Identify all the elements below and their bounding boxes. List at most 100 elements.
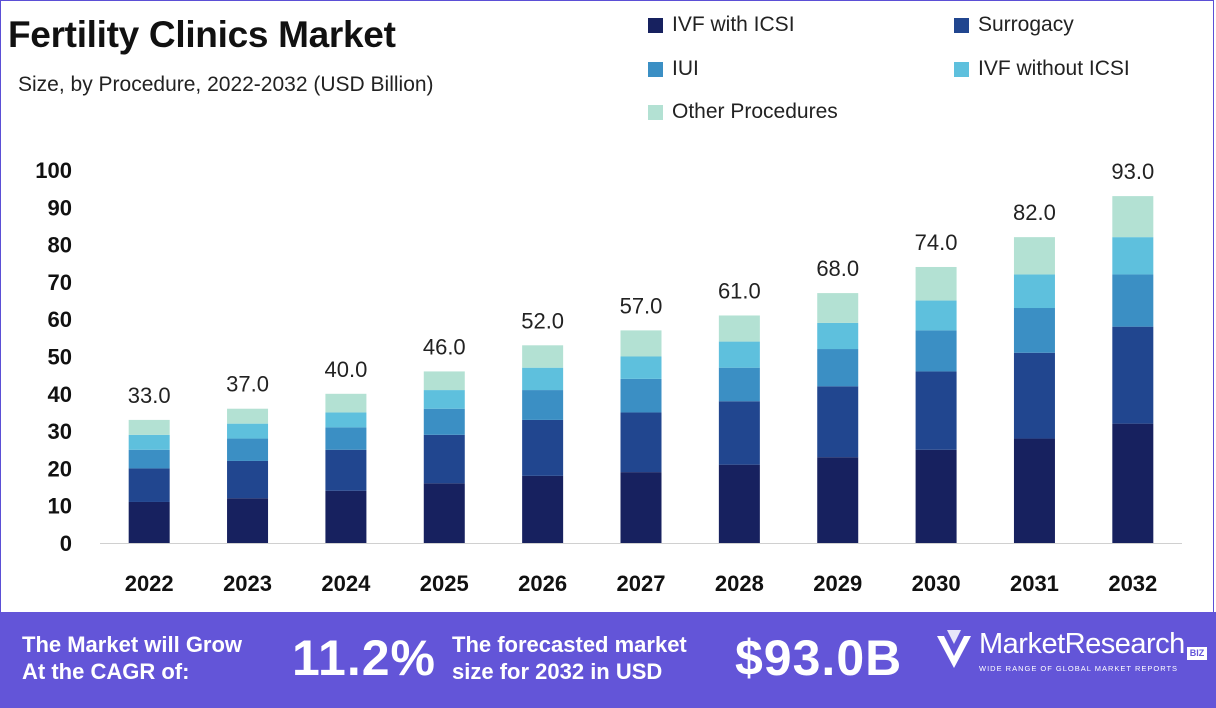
bar-segment-iui [423,408,465,435]
bar-segment-iui [1112,274,1154,327]
forecast-caption: The forecasted market size for 2032 in U… [452,631,687,685]
bar-segment-other-procedures [620,330,662,357]
bar-segment-surrogacy [620,412,662,473]
bar-segment-other-procedures [227,408,269,424]
y-tick-label: 50 [48,345,72,370]
bar-total-label: 93.0 [1111,159,1154,184]
bar-total-label: 46.0 [423,334,466,359]
bar-segment-ivf-without-icsi [1013,274,1055,309]
bar-segment-ivf-without-icsi [718,341,760,368]
bar-segment-other-procedures [423,371,465,391]
x-tick-label: 2028 [715,571,764,596]
legend-swatch-iui [648,61,663,77]
bar-segment-iui [522,390,564,420]
footer-banner: The Market will Grow At the CAGR of: 11.… [0,612,1216,708]
legend-item-ivf-with-icsi: IVF with ICSI [648,13,795,37]
bar-segment-ivf-without-icsi [522,367,564,391]
bar-total-label: 68.0 [816,256,859,281]
legend-item-other-procedures: Other Procedures [648,100,838,124]
forecast-value: $93.0B [735,630,903,686]
cagr-caption-line1: The Market will Grow [22,632,243,657]
x-tick-label: 2024 [321,571,371,596]
legend-label: Surrogacy [978,13,1074,36]
y-tick-label: 90 [48,195,72,220]
bar-segment-ivf-with-icsi [1013,438,1055,543]
legend-item-surrogacy: Surrogacy [954,13,1074,37]
bar-segment-ivf-with-icsi [817,457,859,543]
bar-segment-iui [128,449,170,469]
bar-segment-surrogacy [522,419,564,476]
bar-segment-iui [718,367,760,402]
y-tick-label: 0 [60,531,72,556]
bar-segment-surrogacy [915,371,957,450]
x-tick-label: 2031 [1010,571,1059,596]
bar-segment-ivf-with-icsi [325,490,367,543]
brand-logo: MarketResearch BIZ WIDE RANGE OF GLOBAL M… [935,628,1208,673]
bar-total-label: 37.0 [226,372,269,397]
bar-segment-iui [620,378,662,413]
legend-swatch-ivf-without-icsi [954,61,969,77]
bar-segment-iui [817,349,859,387]
bar-segment-ivf-without-icsi [423,390,465,409]
y-tick-label: 40 [48,382,72,407]
x-tick-label: 2026 [518,571,567,596]
bar-segment-ivf-with-icsi [423,483,465,543]
bar-segment-surrogacy [1013,352,1055,439]
bar-segment-ivf-without-icsi [325,412,367,428]
cagr-caption-line2: At the CAGR of: [22,659,190,684]
bar-segment-surrogacy [718,401,760,465]
y-tick-label: 30 [48,419,72,444]
legend-label: IUI [672,57,699,80]
bar-segment-other-procedures [915,266,957,301]
brand-text: MarketResearch BIZ WIDE RANGE OF GLOBAL M… [979,628,1208,673]
bar-segment-ivf-without-icsi [620,356,662,379]
bar-segment-ivf-with-icsi [718,464,760,543]
brand-tagline: WIDE RANGE OF GLOBAL MARKET REPORTS [979,664,1179,673]
bar-segment-surrogacy [817,386,859,458]
bar-total-label: 74.0 [915,230,958,255]
y-tick-label: 20 [48,456,72,481]
bar-segment-ivf-without-icsi [128,434,170,450]
y-tick-label: 100 [35,158,72,183]
legend-label: IVF without ICSI [978,57,1130,80]
bar-segment-other-procedures [1112,196,1154,238]
bar-segment-ivf-with-icsi [915,449,957,543]
forecast-caption-line2: size for 2032 in USD [452,659,663,684]
bar-segment-ivf-without-icsi [817,322,859,350]
bar-segment-other-procedures [128,419,170,435]
legend-swatch-other-procedures [648,104,663,120]
bar-segment-other-procedures [325,393,367,413]
bar-segment-ivf-without-icsi [227,423,269,439]
x-tick-label: 2023 [223,571,272,596]
y-tick-label: 80 [48,233,72,258]
y-tick-label: 60 [48,307,72,332]
x-tick-label: 2022 [125,571,174,596]
x-tick-label: 2029 [813,571,862,596]
cagr-caption: The Market will Grow At the CAGR of: [22,631,242,685]
bar-segment-ivf-with-icsi [227,498,269,543]
legend-item-iui: IUI [648,57,699,81]
legend-swatch-surrogacy [954,17,969,33]
bar-segment-surrogacy [423,434,465,484]
bar-segment-ivf-with-icsi [128,501,170,543]
bar-total-label: 57.0 [620,293,663,318]
x-tick-label: 2027 [617,571,666,596]
bar-total-label: 52.0 [521,308,564,333]
bar-total-label: 61.0 [718,278,761,303]
y-tick-label: 10 [48,494,72,519]
cagr-value: 11.2% [292,630,437,686]
x-tick-label: 2025 [420,571,469,596]
chart-title: Fertility Clinics Market [8,14,396,55]
bar-segment-other-procedures [522,345,564,368]
bar-total-label: 33.0 [128,383,171,408]
legend-label: Other Procedures [672,100,838,123]
bar-segment-ivf-with-icsi [1112,423,1154,543]
bar-segment-ivf-without-icsi [1112,237,1154,275]
bar-segment-surrogacy [128,468,170,502]
bar-segment-other-procedures [718,315,760,342]
brand-badge: BIZ [1186,647,1208,660]
bar-total-label: 40.0 [324,357,367,382]
bar-segment-ivf-with-icsi [522,475,564,543]
bar-segment-surrogacy [325,449,367,491]
y-tick-label: 70 [48,270,72,295]
